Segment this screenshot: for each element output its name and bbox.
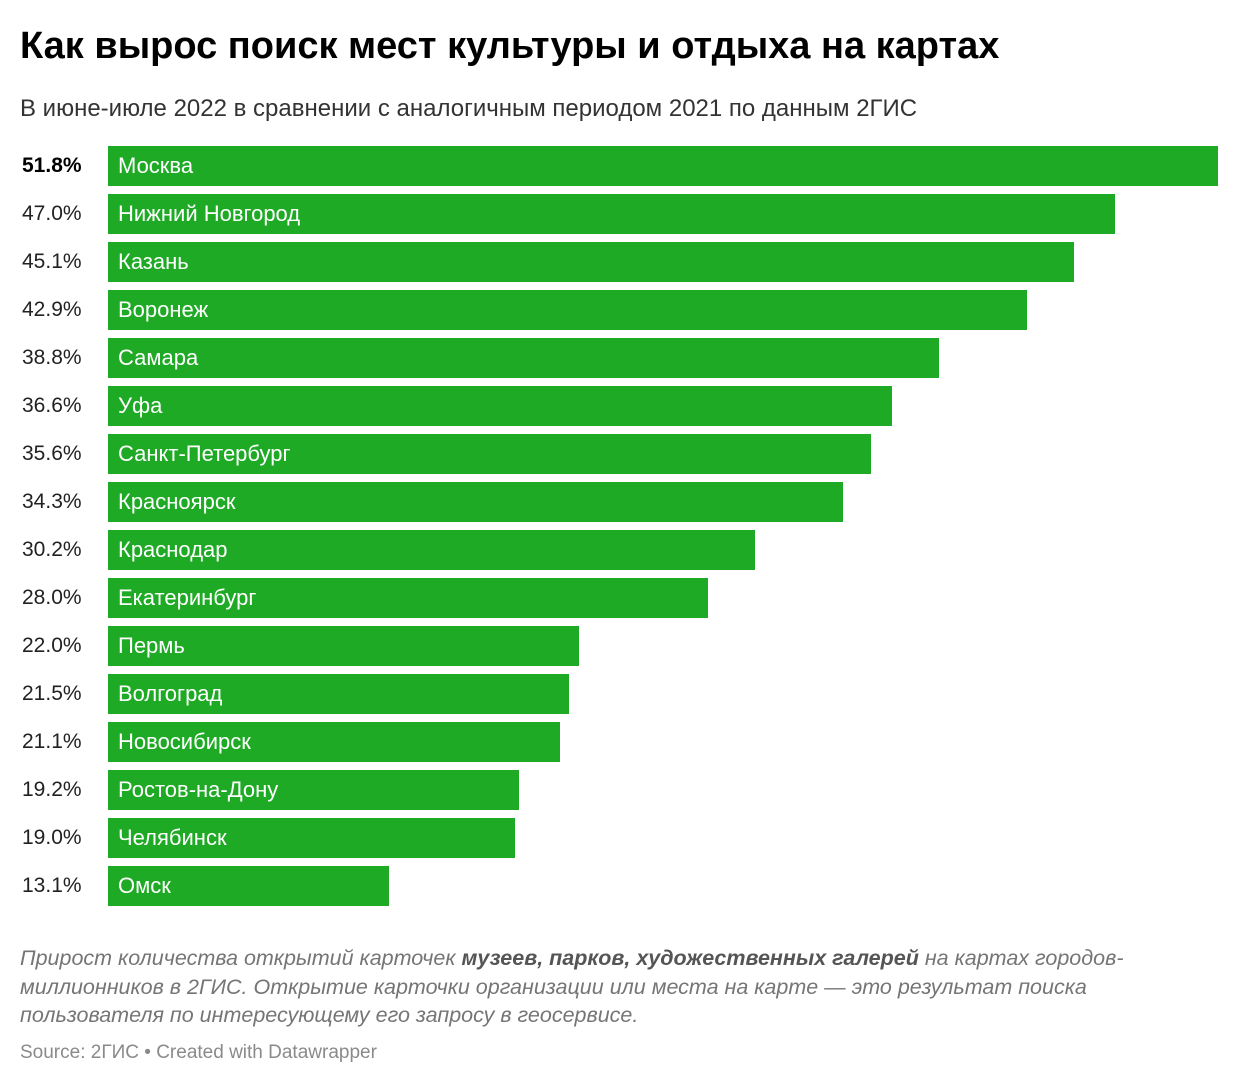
notes-text-end: на картах городов-миллионников в 2ГИС. О… <box>20 946 1124 1027</box>
bar <box>108 722 560 762</box>
chart-notes: Прирост количества открытий карточек муз… <box>20 944 1220 1030</box>
bar <box>108 194 1115 234</box>
bar-value-label: 30.2% <box>22 538 82 561</box>
bar-value-label: 21.1% <box>22 730 82 753</box>
bar <box>108 578 708 618</box>
bar-category-label: Ростов-на-Дону <box>118 777 279 802</box>
bar-row: 21.1% Новосибирск <box>0 722 1240 762</box>
bar <box>108 818 515 858</box>
notes-text-start: Прирост количества открытий карточек <box>20 946 462 970</box>
bar-row: 38.8% Самара <box>0 338 1240 378</box>
bar-row: 45.1% Казань <box>0 242 1240 282</box>
bar-category-label: Красноярск <box>118 489 236 514</box>
bar-value-label: 45.1% <box>22 250 82 273</box>
bar-row: 13.1% Омск <box>0 866 1240 906</box>
bar-row: 36.6% Уфа <box>0 386 1240 426</box>
bar <box>108 242 1074 282</box>
bar-value-label: 21.5% <box>22 682 82 705</box>
bar-category-label: Волгоград <box>118 681 223 706</box>
bar-row: 34.3% Красноярск <box>0 482 1240 522</box>
bar-value-label: 35.6% <box>22 442 82 465</box>
bar-category-label: Санкт-Петербург <box>118 441 291 466</box>
bar-row: 28.0% Екатеринбург <box>0 578 1240 618</box>
bar-category-label: Челябинск <box>118 825 227 850</box>
bar <box>108 146 1218 186</box>
bar <box>108 482 843 522</box>
bar-row: 19.2% Ростов-на-Дону <box>0 770 1240 810</box>
bar <box>108 530 755 570</box>
bar <box>108 866 389 906</box>
bar-category-label: Пермь <box>118 633 185 658</box>
bar-value-label: 42.9% <box>22 298 82 321</box>
bar-category-label: Нижний Новгород <box>118 201 301 226</box>
bar-value-label: 51.8% <box>22 154 82 177</box>
notes-emphasis: музеев, парков, художественных галерей <box>461 946 919 970</box>
bar <box>108 770 519 810</box>
bar-row: 19.0% Челябинск <box>0 818 1240 858</box>
bar-category-label: Омск <box>118 873 171 898</box>
bar-value-label: 36.6% <box>22 394 82 417</box>
bar <box>108 338 939 378</box>
bar-category-label: Казань <box>118 249 189 274</box>
bar <box>108 674 569 714</box>
bar-value-label: 28.0% <box>22 586 82 609</box>
bar-row: 22.0% Пермь <box>0 626 1240 666</box>
bar-category-label: Уфа <box>118 393 163 418</box>
bar-category-label: Екатеринбург <box>118 585 257 610</box>
bar-row: 35.6% Санкт-Петербург <box>0 434 1240 474</box>
bar-category-label: Воронеж <box>118 297 209 322</box>
bar-chart: 51.8% Москва 47.0% Нижний Новгород 45.1% Каза… <box>0 146 1240 908</box>
bar <box>108 386 892 426</box>
bar-value-label: 19.2% <box>22 778 82 801</box>
bar-row: 47.0% Нижний Новгород <box>0 194 1240 234</box>
bar-category-label: Самара <box>118 345 199 370</box>
bar <box>108 434 871 474</box>
bar-category-label: Краснодар <box>118 537 228 562</box>
bar-value-label: 22.0% <box>22 634 82 657</box>
source-credit: Source: 2ГИС • Created with Datawrapper <box>20 1042 377 1063</box>
bar-value-label: 38.8% <box>22 346 82 369</box>
bar-value-label: 19.0% <box>22 826 82 849</box>
bar <box>108 290 1027 330</box>
bar-row: 21.5% Волгоград <box>0 674 1240 714</box>
bar-value-label: 34.3% <box>22 490 82 513</box>
bar-row: 30.2% Краснодар <box>0 530 1240 570</box>
chart-title: Как вырос поиск мест культуры и отдыха н… <box>20 25 1000 67</box>
bar-row: 42.9% Воронеж <box>0 290 1240 330</box>
bar-category-label: Москва <box>118 153 194 178</box>
chart-subtitle: В июне-июле 2022 в сравнении с аналогичн… <box>20 95 918 122</box>
bar-value-label: 47.0% <box>22 202 82 225</box>
bar <box>108 626 579 666</box>
bar-row: 51.8% Москва <box>0 146 1240 186</box>
bar-value-label: 13.1% <box>22 874 82 897</box>
bar-category-label: Новосибирск <box>118 729 251 754</box>
